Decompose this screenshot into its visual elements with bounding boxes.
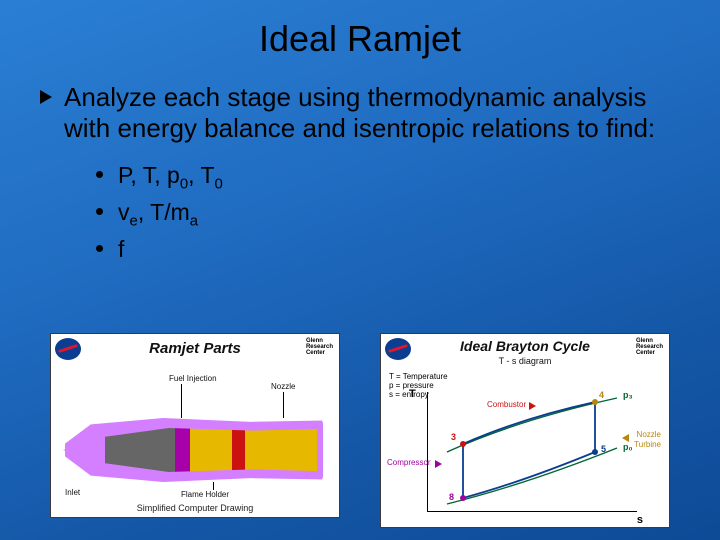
sb1-b: , T bbox=[188, 162, 214, 188]
axis-x-label: s bbox=[637, 514, 643, 526]
sub-bullet-3: f bbox=[96, 234, 680, 265]
legend-line: T = Temperature bbox=[389, 372, 448, 381]
bullet-arrow-icon bbox=[40, 90, 52, 104]
slide: Ideal Ramjet Analyze each stage using th… bbox=[0, 0, 720, 540]
fig-right-corner: Glenn Research Center bbox=[636, 338, 663, 356]
axis-y-label: T bbox=[409, 388, 416, 400]
state-point-8: 8 bbox=[449, 492, 454, 502]
label-nozzle: Nozzle bbox=[271, 382, 295, 391]
arrow-right-icon bbox=[529, 402, 536, 410]
sub-bullet-list: P, T, p0, T0 ve, T/ma f bbox=[40, 160, 680, 265]
ts-plot: T s 3 4 5 8 p₃ bbox=[427, 392, 637, 512]
fig-right-title: Ideal Brayton Cycle bbox=[381, 338, 669, 354]
legend-line: p = pressure bbox=[389, 381, 448, 390]
label-fuel-injection: Fuel Injection bbox=[169, 374, 217, 383]
state-point-4: 4 bbox=[599, 390, 604, 400]
fig-left-caption: Simplified Computer Drawing bbox=[51, 503, 339, 513]
fig-left-corner: Glenn Research Center bbox=[306, 338, 333, 356]
note-turbine: Turbine bbox=[634, 440, 661, 449]
label-inlet: Inlet bbox=[65, 488, 80, 497]
figure-brayton-cycle: Ideal Brayton Cycle T - s diagram Glenn … bbox=[380, 333, 670, 528]
sb2-a: v bbox=[118, 199, 130, 225]
sub-bullet-1: P, T, p0, T0 bbox=[96, 160, 680, 195]
sb2-b: , T/m bbox=[138, 199, 190, 225]
state-point-5: 5 bbox=[601, 444, 606, 454]
main-bullet: Analyze each stage using thermodynamic a… bbox=[40, 82, 680, 144]
main-bullet-text: Analyze each stage using thermodynamic a… bbox=[64, 82, 655, 143]
sb1-s1: 0 bbox=[180, 176, 188, 193]
fig-right-subtitle: T - s diagram bbox=[381, 356, 669, 366]
note-combustor: Combustor bbox=[487, 400, 526, 409]
sb1-s2: 0 bbox=[215, 176, 223, 193]
state-point-3: 3 bbox=[451, 432, 456, 442]
ramjet-flowpath bbox=[105, 428, 317, 472]
isobar-lo: p₀ bbox=[623, 442, 633, 452]
leader-line bbox=[283, 392, 284, 418]
slide-body: Analyze each stage using thermodynamic a… bbox=[0, 60, 720, 265]
fig-left-title: Ramjet Parts bbox=[51, 340, 339, 357]
sb1-a: P, T, p bbox=[118, 162, 180, 188]
bullet-dot-icon bbox=[96, 171, 103, 178]
note-compressor: Compressor bbox=[387, 458, 431, 467]
arrow-left-icon bbox=[622, 434, 629, 442]
isobar-hi: p₃ bbox=[623, 390, 633, 400]
slide-title: Ideal Ramjet bbox=[0, 0, 720, 60]
ramjet-diagram bbox=[65, 418, 323, 482]
bullet-dot-icon bbox=[96, 245, 103, 252]
sb3: f bbox=[118, 236, 124, 262]
leader-line bbox=[181, 384, 182, 418]
label-flame-holder: Flame Holder bbox=[181, 490, 229, 499]
bullet-dot-icon bbox=[96, 208, 103, 215]
leader-line bbox=[213, 482, 214, 490]
sb2-bs: a bbox=[190, 213, 198, 230]
arrow-right-icon bbox=[435, 460, 442, 468]
figure-row: Ramjet Parts Glenn Research Center Fuel … bbox=[0, 333, 720, 528]
note-nozzle: Nozzle bbox=[637, 430, 661, 439]
sub-bullet-2: ve, T/ma bbox=[96, 197, 680, 232]
sb2-as: e bbox=[130, 213, 138, 230]
figure-ramjet-parts: Ramjet Parts Glenn Research Center Fuel … bbox=[50, 333, 340, 518]
